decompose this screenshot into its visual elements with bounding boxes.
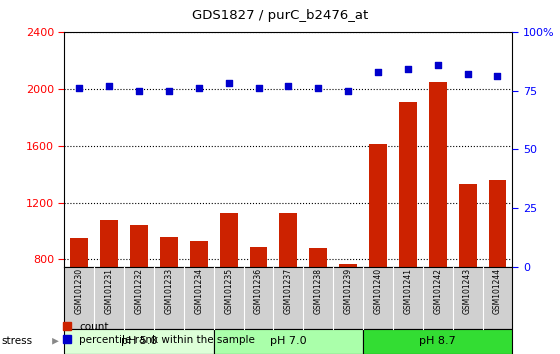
Text: GSM101235: GSM101235 (224, 268, 233, 314)
Text: GSM101232: GSM101232 (134, 268, 143, 314)
Bar (429, 82, 447, 354)
Bar (369, 144, 387, 354)
Bar (309, 248, 327, 354)
Bar (399, 102, 417, 354)
Bar (220, 212, 237, 354)
Legend: count, percentile rank within the sample: count, percentile rank within the sample (58, 317, 259, 349)
Bar (339, 264, 357, 354)
Text: GSM101231: GSM101231 (105, 268, 114, 314)
Point (403, 67, 412, 72)
Text: GSM101230: GSM101230 (75, 268, 84, 314)
Point (224, 81, 233, 86)
Text: GDS1827 / purC_b2476_at: GDS1827 / purC_b2476_at (192, 9, 368, 22)
Text: GSM101242: GSM101242 (433, 268, 442, 314)
Bar (279, 212, 297, 354)
Point (374, 69, 382, 75)
Point (254, 85, 263, 91)
Point (165, 88, 174, 93)
Bar (488, 180, 506, 354)
Bar (100, 219, 118, 354)
Bar (250, 247, 268, 354)
Bar (71, 238, 88, 354)
Text: GSM101237: GSM101237 (284, 268, 293, 314)
Point (134, 88, 143, 93)
Text: GSM101236: GSM101236 (254, 268, 263, 314)
Point (493, 74, 502, 79)
Text: GSM101240: GSM101240 (374, 268, 382, 314)
Text: GSM101243: GSM101243 (463, 268, 472, 314)
Bar (160, 237, 178, 354)
Point (344, 88, 353, 93)
Text: GSM101244: GSM101244 (493, 268, 502, 314)
Text: GSM101241: GSM101241 (403, 268, 412, 314)
Point (433, 62, 442, 68)
Point (314, 85, 323, 91)
Bar (190, 241, 208, 354)
Text: pH 5.0: pH 5.0 (121, 336, 157, 346)
Point (284, 83, 293, 88)
Bar (459, 184, 477, 354)
Text: pH 8.7: pH 8.7 (419, 336, 456, 346)
Text: GSM101239: GSM101239 (344, 268, 353, 314)
Point (105, 83, 114, 88)
Text: GSM101238: GSM101238 (314, 268, 323, 314)
Bar (130, 225, 148, 354)
Point (463, 71, 472, 77)
Text: pH 7.0: pH 7.0 (270, 336, 307, 346)
Text: GSM101234: GSM101234 (194, 268, 203, 314)
Text: stress: stress (1, 336, 32, 346)
Point (194, 85, 203, 91)
Text: GSM101233: GSM101233 (165, 268, 174, 314)
Point (75, 85, 84, 91)
